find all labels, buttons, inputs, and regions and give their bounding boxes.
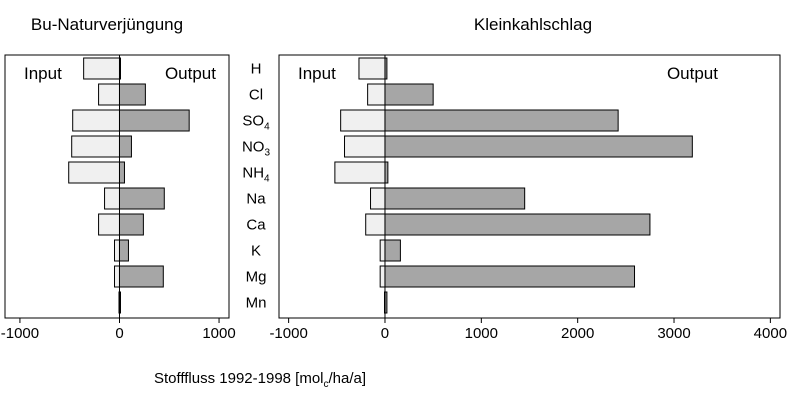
output-bar-cl (384, 83, 434, 106)
output-bar-na (118, 187, 165, 210)
category-label-no3: NO3 (242, 139, 271, 159)
input-bar-so4 (340, 109, 386, 132)
x-tick-label: 1000 (202, 325, 235, 342)
output-bar-cl (118, 83, 146, 106)
category-label-h: H (251, 61, 262, 78)
category-label-mn: Mn (246, 295, 267, 312)
input-bar-k (379, 239, 386, 262)
output-label: Output (667, 64, 718, 83)
panel-bu-naturverjuengung: Bu-Naturverjüngung Input Output -1000 0 1000 (1, 15, 236, 342)
output-bar-nh4 (118, 161, 125, 184)
input-label: Input (298, 64, 336, 83)
input-bar-ca (98, 213, 120, 236)
x-tick-label: -1000 (1, 325, 39, 342)
output-bar-mg (118, 265, 164, 288)
output-label: Output (165, 64, 216, 83)
panel-kleinkahlschlag: Kleinkahlschlag Input Output -1000 0 1000 2000… (269, 15, 787, 342)
category-label-nh4: NH4 (242, 165, 270, 185)
x-axis-label: Stofffluss 1992-1998 [molc/ha/a] (154, 370, 366, 390)
output-bar-so4 (384, 109, 619, 132)
output-bar-k (118, 239, 129, 262)
output-bar-so4 (118, 109, 190, 132)
input-bar-no3 (344, 135, 386, 158)
input-bar-no3 (71, 135, 120, 158)
output-bar-k (384, 239, 401, 262)
input-bar-na (370, 187, 386, 210)
x-tick-label: 0 (381, 325, 389, 342)
output-bar-ca (118, 213, 144, 236)
x-tick-label: 2000 (561, 325, 594, 342)
category-labels: H Cl SO4 NO3 NH4 Na Ca K Mg Mn (242, 61, 271, 312)
input-bar-na (104, 187, 120, 210)
input-bar-mg (379, 265, 386, 288)
input-bar-cl (367, 83, 386, 106)
output-bar-mg (384, 265, 636, 288)
input-bar-cl (98, 83, 120, 106)
input-bar-nh4 (68, 161, 120, 184)
x-tick-label: 1000 (465, 325, 498, 342)
category-label-ca: Ca (246, 217, 266, 234)
input-bar-so4 (72, 109, 120, 132)
input-bar-ca (365, 213, 386, 236)
x-tick-label: 4000 (754, 325, 787, 342)
output-bar-na (384, 187, 526, 210)
category-label-so4: SO4 (242, 113, 270, 133)
category-label-cl: Cl (249, 87, 263, 104)
input-bar-nh4 (334, 161, 386, 184)
panel-title: Bu-Naturverjüngung (31, 15, 183, 34)
category-label-k: K (251, 243, 261, 260)
plot-frame (278, 54, 781, 319)
plot-frame (4, 54, 230, 319)
panel-title: Kleinkahlschlag (474, 15, 592, 34)
x-tick-label: 0 (115, 325, 123, 342)
input-bar-mg (114, 265, 120, 288)
input-bar-h (83, 57, 120, 80)
output-bar-no3 (118, 135, 132, 158)
output-bar-ca (384, 213, 651, 236)
x-tick-label: -1000 (269, 325, 307, 342)
input-bar-h (358, 57, 386, 80)
x-tick-label: 3000 (657, 325, 690, 342)
category-label-mg: Mg (246, 269, 267, 286)
output-bar-no3 (384, 135, 693, 158)
input-bar-k (114, 239, 120, 262)
category-label-na: Na (246, 191, 266, 208)
input-label: Input (24, 64, 62, 83)
